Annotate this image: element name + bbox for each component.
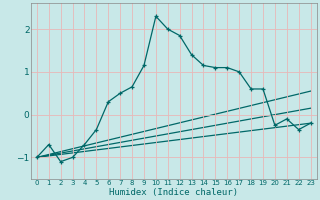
X-axis label: Humidex (Indice chaleur): Humidex (Indice chaleur) (109, 188, 238, 197)
